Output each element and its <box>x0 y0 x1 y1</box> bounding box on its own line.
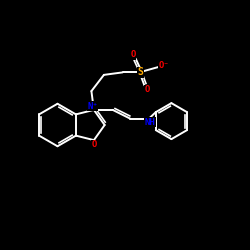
Text: N⁺: N⁺ <box>87 102 98 110</box>
Text: O: O <box>144 86 150 94</box>
Text: S: S <box>138 67 143 78</box>
Text: O: O <box>91 140 96 149</box>
Text: O: O <box>130 50 136 59</box>
Text: NH: NH <box>145 118 156 127</box>
Text: O⁻: O⁻ <box>158 61 169 70</box>
